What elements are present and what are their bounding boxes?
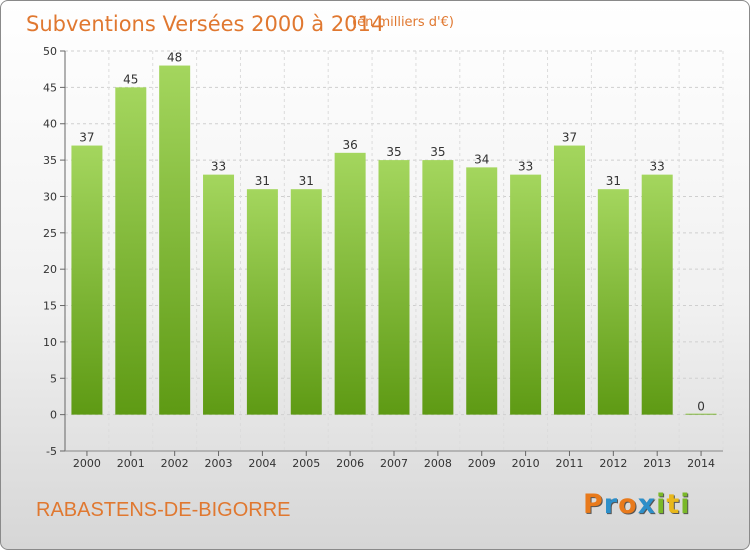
bar-value-label: 36 [342,138,357,152]
x-tick-label: 2011 [555,457,583,470]
x-tick-label: 2007 [380,457,408,470]
bar [422,160,454,415]
chart-title: Subventions Versées 2000 à 2014 [26,12,384,36]
x-tick-label: 2009 [468,457,496,470]
logo-letter: x [637,489,657,520]
y-tick-label: 25 [43,227,57,240]
bar [466,167,498,415]
bar-value-label: 31 [606,174,621,188]
bar-value-label: 31 [299,174,314,188]
bar-value-label: 37 [562,131,577,145]
bar-value-label: 37 [79,131,94,145]
bar [378,160,410,415]
bar [246,189,278,415]
x-tick-label: 2005 [292,457,320,470]
x-tick-label: 2008 [424,457,452,470]
x-tick-label: 2010 [512,457,540,470]
logo-letter: i [680,489,691,520]
bar-value-label: 0 [697,400,705,414]
x-tick-label: 2000 [73,457,101,470]
y-tick-label: 5 [50,372,57,385]
proxiti-logo: Proxiti [583,489,691,520]
y-tick-label: 35 [43,154,57,167]
logo-letter: i [656,489,667,520]
y-tick-label: 50 [43,45,57,58]
place-name: RABASTENS-DE-BIGORRE [36,499,290,521]
bar-value-label: 33 [518,160,533,174]
y-tick-label: 45 [43,81,57,94]
y-tick-label: 20 [43,263,57,276]
x-tick-label: 2014 [687,457,715,470]
bar-value-label: 45 [123,72,138,86]
x-tick-label: 2012 [599,457,627,470]
y-tick-label: 0 [50,409,57,422]
bar-value-label: 33 [211,160,226,174]
y-tick-label: 15 [43,300,57,313]
bar [553,145,585,415]
bar [510,174,542,415]
x-tick-label: 2006 [336,457,364,470]
bar [71,145,103,415]
y-tick-label: 10 [43,336,57,349]
bar [334,152,366,415]
bar-value-label: 48 [167,51,182,65]
bar-value-label: 35 [430,145,445,159]
axes: -5 0 5 10 15 20 25 30 35 40 45 50 [43,45,723,458]
x-tick-label: 2003 [205,457,233,470]
x-tick-label: 2002 [161,457,189,470]
x-tick-label: 2001 [117,457,145,470]
labels: 37 2000 45 2001 48 2002 33 2003 31 2004 31 2005 36 20… [73,51,715,470]
chart-subtitle: (en milliers d'€) [352,15,454,30]
bar [159,65,191,415]
logo-letter: o [618,489,638,520]
bar-value-label: 31 [255,174,270,188]
bar [203,174,235,415]
bar [641,174,673,415]
logo-letter: P [583,489,604,520]
bar-value-label: 34 [474,152,489,166]
bar-value-label: 35 [386,145,401,159]
x-tick-label: 2004 [248,457,276,470]
logo-letter: r [603,489,619,520]
x-tick-label: 2013 [643,457,671,470]
bar [685,413,717,415]
bar [115,87,147,415]
logo-letter: t [666,489,681,520]
y-tick-label: 40 [43,118,57,131]
y-tick-label: -5 [46,445,57,458]
bars [71,65,717,415]
y-tick-label: 30 [43,190,57,203]
bar [597,189,629,415]
bar-value-label: 33 [650,160,665,174]
bar [290,189,322,415]
